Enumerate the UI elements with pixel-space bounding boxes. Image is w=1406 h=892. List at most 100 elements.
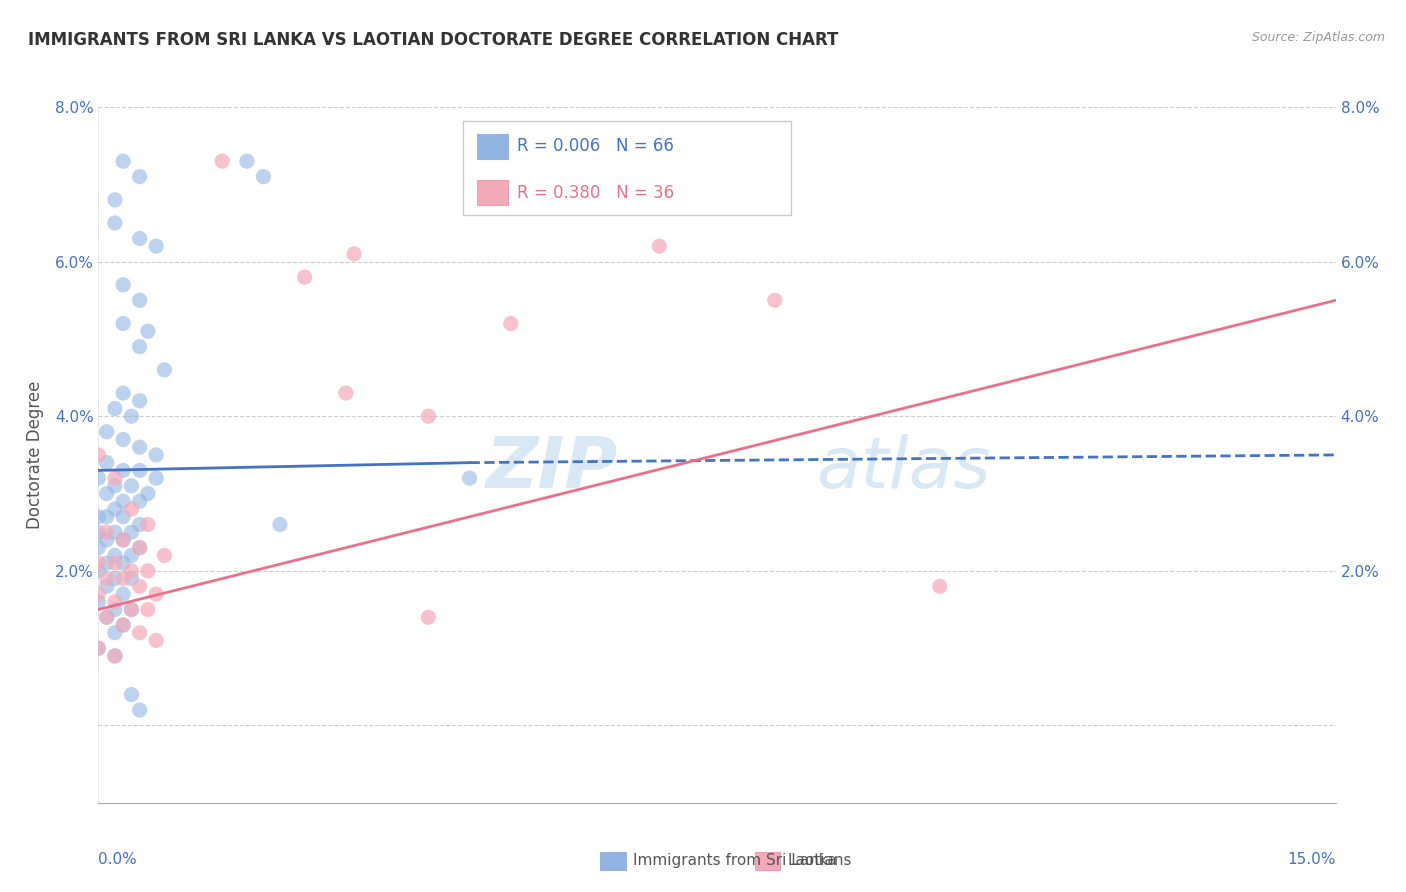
Point xyxy=(96,556,118,570)
Point xyxy=(418,610,440,624)
Point xyxy=(136,517,159,532)
Point xyxy=(96,509,118,524)
Point xyxy=(112,587,135,601)
Point xyxy=(87,541,110,555)
Point xyxy=(87,525,110,540)
Point xyxy=(120,564,142,578)
Point xyxy=(120,479,142,493)
Point xyxy=(458,471,481,485)
Point xyxy=(145,587,167,601)
Point xyxy=(120,409,142,424)
Point xyxy=(104,549,127,563)
Point xyxy=(104,401,127,416)
Point xyxy=(104,625,127,640)
Point xyxy=(87,471,110,485)
Point xyxy=(87,556,110,570)
Point xyxy=(87,641,110,656)
Point xyxy=(112,556,135,570)
Point xyxy=(104,525,127,540)
Point xyxy=(136,324,159,338)
Y-axis label: Doctorate Degree: Doctorate Degree xyxy=(25,381,44,529)
Point xyxy=(87,587,110,601)
Point xyxy=(104,602,127,616)
Point xyxy=(928,579,950,593)
Point xyxy=(104,216,127,230)
Point xyxy=(120,502,142,516)
Text: Immigrants from Sri Lanka: Immigrants from Sri Lanka xyxy=(633,854,837,868)
Point xyxy=(104,648,127,663)
Point xyxy=(128,231,150,245)
Point xyxy=(104,556,127,570)
Point xyxy=(499,317,522,331)
Point xyxy=(104,648,127,663)
Point xyxy=(87,564,110,578)
Point xyxy=(112,277,135,292)
Point xyxy=(136,602,159,616)
Point xyxy=(128,293,150,308)
Point xyxy=(120,688,142,702)
Point xyxy=(211,154,233,169)
Point xyxy=(104,471,127,485)
Point xyxy=(96,425,118,439)
Point xyxy=(104,479,127,493)
Point xyxy=(96,525,118,540)
Point xyxy=(128,579,150,593)
Point xyxy=(112,533,135,547)
Point xyxy=(252,169,274,184)
Point xyxy=(153,549,176,563)
Point xyxy=(120,549,142,563)
Text: Source: ZipAtlas.com: Source: ZipAtlas.com xyxy=(1251,31,1385,45)
Point xyxy=(120,602,142,616)
Point xyxy=(104,572,127,586)
Point xyxy=(104,595,127,609)
Point xyxy=(648,239,671,253)
Point xyxy=(120,572,142,586)
Point xyxy=(112,154,135,169)
Point xyxy=(128,169,150,184)
Point xyxy=(112,572,135,586)
Text: ZIP: ZIP xyxy=(486,434,619,503)
Point xyxy=(294,270,316,285)
Point xyxy=(96,533,118,547)
Point xyxy=(96,579,118,593)
Point xyxy=(96,456,118,470)
Point xyxy=(128,703,150,717)
Point xyxy=(128,440,150,454)
Point xyxy=(112,509,135,524)
Point xyxy=(112,618,135,632)
Point xyxy=(145,448,167,462)
Point xyxy=(335,386,357,401)
Point xyxy=(145,633,167,648)
Text: R = 0.006   N = 66: R = 0.006 N = 66 xyxy=(517,137,673,155)
Text: Laotians: Laotians xyxy=(787,854,852,868)
Point xyxy=(104,502,127,516)
Point xyxy=(112,433,135,447)
Point xyxy=(136,564,159,578)
Text: atlas: atlas xyxy=(815,434,991,503)
Point xyxy=(145,239,167,253)
Text: 15.0%: 15.0% xyxy=(1288,852,1336,866)
Point xyxy=(87,448,110,462)
Point xyxy=(120,525,142,540)
Point xyxy=(128,625,150,640)
Point xyxy=(87,509,110,524)
Point xyxy=(145,471,167,485)
Point xyxy=(128,541,150,555)
Point xyxy=(128,393,150,408)
Point xyxy=(136,486,159,500)
Point xyxy=(96,610,118,624)
Point xyxy=(153,363,176,377)
Point xyxy=(96,610,118,624)
Point xyxy=(112,386,135,401)
Point xyxy=(128,517,150,532)
Text: R = 0.380   N = 36: R = 0.380 N = 36 xyxy=(517,184,673,202)
Point xyxy=(104,193,127,207)
Point xyxy=(128,463,150,477)
Point xyxy=(343,247,366,261)
Text: 0.0%: 0.0% xyxy=(98,852,138,866)
Point xyxy=(128,541,150,555)
Point xyxy=(120,602,142,616)
Point xyxy=(128,494,150,508)
Point xyxy=(112,533,135,547)
Point xyxy=(87,641,110,656)
